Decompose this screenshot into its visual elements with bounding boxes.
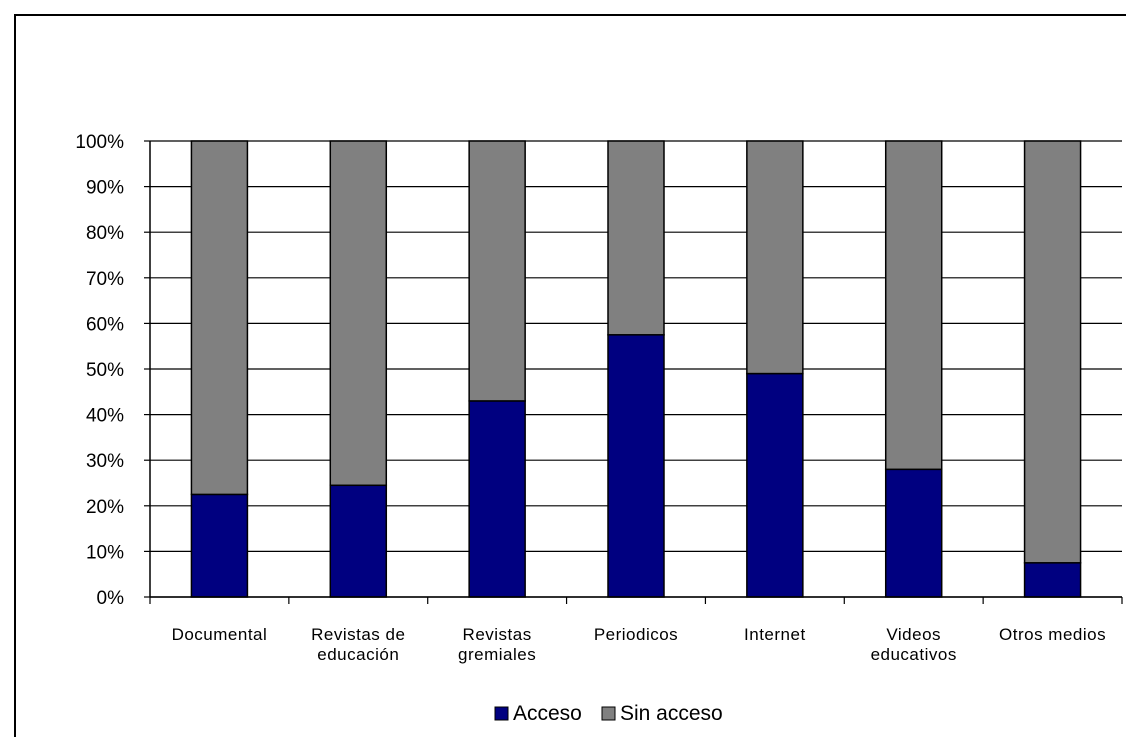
y-tick-label: 0% — [97, 588, 125, 609]
y-tick-label: 30% — [86, 451, 124, 472]
y-tick-label: 90% — [86, 178, 124, 199]
bar-sin-acceso — [468, 140, 526, 402]
y-tick-label: 20% — [86, 497, 124, 518]
y-tick-label: 100% — [75, 132, 124, 153]
bar-acceso — [190, 493, 249, 598]
chart-frame — [14, 14, 1126, 737]
y-tick-label: 70% — [86, 269, 124, 290]
x-tick-label: Revistas de educación — [311, 625, 405, 664]
x-tick-label: Periodicos — [594, 625, 678, 644]
bars — [190, 140, 1082, 598]
bar-sin-acceso — [746, 140, 804, 375]
legend-label: Acceso — [513, 702, 582, 725]
x-tick-label: Internet — [744, 625, 806, 644]
y-tick-label: 10% — [86, 542, 124, 563]
bar-acceso — [1023, 562, 1082, 598]
legend-label: Sin acceso — [620, 702, 723, 725]
bar-sin-acceso — [190, 140, 249, 496]
bar-sin-acceso — [607, 140, 665, 336]
bar-acceso — [746, 372, 804, 598]
bar-acceso — [468, 400, 526, 598]
x-tick-label: Documental — [172, 625, 268, 644]
bar-sin-acceso — [1023, 140, 1082, 564]
legend: Acceso Sin acceso — [494, 702, 723, 725]
axes: 0% 10% 20% 30% 40% 50% 60% 70% 80% 90% 100% Documen… — [75, 132, 1123, 664]
legend-swatch — [601, 706, 616, 721]
bar-acceso — [607, 334, 665, 598]
x-tick-label: Videos educativos — [871, 625, 957, 664]
bar-acceso — [884, 468, 943, 598]
x-tick-label: Otros medios — [999, 625, 1106, 644]
y-tick-label: 50% — [86, 360, 124, 381]
bar-acceso — [329, 484, 388, 598]
y-tick-label: 40% — [86, 406, 124, 427]
bar-sin-acceso — [329, 140, 388, 487]
y-tick-label: 60% — [86, 314, 124, 335]
legend-swatch — [494, 706, 509, 721]
bar-sin-acceso — [884, 140, 943, 471]
y-tick-label: 80% — [86, 223, 124, 244]
x-tick-label: Revistas gremiales — [458, 625, 536, 664]
